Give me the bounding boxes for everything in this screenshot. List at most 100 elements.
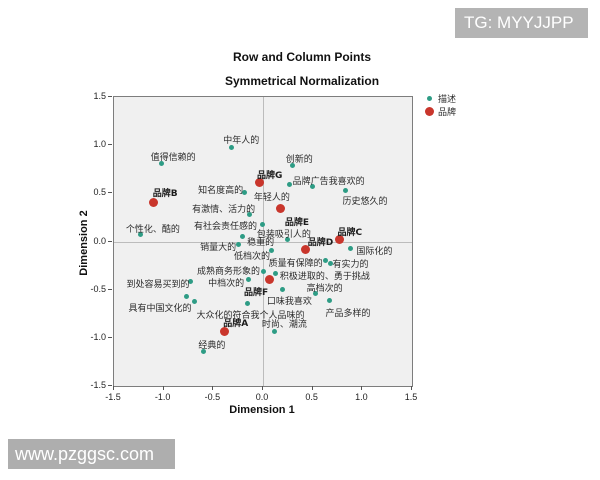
brand-data-point xyxy=(254,178,264,188)
y-tick-mark xyxy=(108,96,112,97)
description-point-label: 个性化、酷的 xyxy=(125,224,180,235)
x-tick-mark xyxy=(262,386,263,390)
y-tick-label: 0.0 xyxy=(93,235,106,246)
watermark-top: TG: MYYJJPP xyxy=(455,8,588,38)
description-point-label: 高档次的 xyxy=(306,283,343,294)
description-point-label: 具有中国文化的 xyxy=(128,304,192,315)
y-tick-label: 1.0 xyxy=(93,139,106,150)
legend: 描述 品牌 xyxy=(425,92,456,118)
brand-data-point xyxy=(149,197,159,207)
y-tick-mark xyxy=(108,192,112,194)
description-data-point xyxy=(287,182,293,188)
x-tick-mark xyxy=(311,386,313,390)
description-data-point xyxy=(327,297,333,303)
description-point-label: 品牌广告我喜欢的 xyxy=(292,176,365,187)
description-point-label: 有实力的 xyxy=(332,259,369,270)
y-tick-mark xyxy=(108,288,112,290)
description-point-label: 中档次的 xyxy=(208,279,245,290)
description-data-point xyxy=(328,261,334,267)
description-data-point xyxy=(184,293,189,299)
description-data-point xyxy=(245,276,251,282)
y-tick-label: -1.5 xyxy=(90,380,106,390)
x-tick-mark xyxy=(162,386,164,390)
description-point-label: 口味我喜欢 xyxy=(266,296,312,307)
y-tick-mark xyxy=(108,240,112,242)
description-data-point xyxy=(269,247,275,253)
x-tick-label: 1.0 xyxy=(355,392,368,402)
description-data-point xyxy=(235,241,241,247)
description-point-label: 时尚、潮流 xyxy=(261,320,307,331)
description-data-point xyxy=(323,258,329,264)
reference-line-horizontal xyxy=(114,241,412,243)
y-axis-title: Dimension 2 xyxy=(78,210,90,276)
x-tick-label: -1.5 xyxy=(105,392,121,402)
legend-label: 描述 xyxy=(438,95,457,105)
description-point-label: 低档次的 xyxy=(233,252,270,263)
description-point-label: 有激情、活力的 xyxy=(192,204,256,215)
description-point-label: 值得信赖的 xyxy=(150,153,196,164)
description-data-point xyxy=(138,232,144,238)
description-data-point xyxy=(260,268,266,274)
description-data-point xyxy=(246,212,252,218)
description-point-label: 创新的 xyxy=(285,155,313,166)
chart-title: Row and Column Points xyxy=(233,50,371,64)
y-tick-mark xyxy=(108,336,112,338)
legend-marker-dot xyxy=(425,107,434,116)
description-data-point xyxy=(244,300,250,306)
description-point-label: 知名度高的 xyxy=(198,186,244,197)
y-tick-mark xyxy=(108,144,112,146)
description-point-label: 大众化的符合我个人品味的 xyxy=(196,311,305,322)
plot-area: 中年人的 值得信赖的 创新的 品牌广告我喜欢的 年轻人的 历史悠久的 知名度高的 有激情、活力… xyxy=(113,96,413,387)
description-point-label: 积极进取的、勇于挑战 xyxy=(279,272,370,283)
description-point-label: 年轻人的 xyxy=(253,192,290,203)
description-point-label: 销量大的 xyxy=(200,243,237,254)
brand-point-label: 品牌F xyxy=(243,288,269,299)
description-point-label: 到处容易买到的 xyxy=(126,279,190,290)
x-tick-label: 1.5 xyxy=(404,392,418,402)
x-tick-mark xyxy=(113,386,114,390)
description-point-label: 产品多样的 xyxy=(325,309,371,320)
legend-label: 品牌 xyxy=(438,108,457,118)
description-data-point xyxy=(187,279,193,285)
brand-point-label: 品牌C xyxy=(337,227,363,238)
description-data-point xyxy=(259,221,265,227)
description-data-point xyxy=(347,245,353,251)
x-axis-title: Dimension 1 xyxy=(229,404,295,416)
brand-point-label: 品牌B xyxy=(152,189,178,199)
x-tick-mark xyxy=(361,386,363,390)
brand-point-label: 品牌A xyxy=(223,319,249,330)
description-data-point xyxy=(200,348,206,354)
brand-point-label: 品牌G xyxy=(257,170,283,181)
x-tick-mark xyxy=(411,386,412,390)
description-point-label: 国际化的 xyxy=(356,247,393,258)
x-tick-label: -1.0 xyxy=(154,392,171,402)
description-point-label: 包装吸引人的 xyxy=(256,229,311,240)
legend-row: 品牌 xyxy=(425,105,456,118)
description-data-point xyxy=(241,189,247,195)
legend-row: 描述 xyxy=(425,92,456,105)
description-point-label: 历史悠久的 xyxy=(342,197,388,208)
y-tick-mark xyxy=(108,385,112,386)
description-point-label: 质量有保障的 xyxy=(268,258,323,269)
brand-point-label: 品牌E xyxy=(284,217,310,228)
description-point-label: 有社会责任感的 xyxy=(194,222,258,233)
x-tick-label: 0.5 xyxy=(305,392,318,402)
y-tick-label: -1.0 xyxy=(90,331,106,342)
brand-point-label: 品牌D xyxy=(307,238,334,249)
y-tick-label: -0.5 xyxy=(90,283,106,294)
description-data-point xyxy=(280,287,286,293)
chart-subtitle: Symmetrical Normalization xyxy=(224,74,380,88)
description-data-point xyxy=(228,144,234,150)
brand-data-point xyxy=(265,274,275,284)
description-data-point xyxy=(310,184,316,190)
y-tick-label: 0.5 xyxy=(93,187,106,198)
x-tick-mark xyxy=(212,386,214,390)
brand-data-point xyxy=(334,235,344,245)
description-data-point xyxy=(159,160,165,166)
description-point-label: 稳重的 xyxy=(247,237,275,248)
brand-data-point xyxy=(301,244,311,254)
brand-data-point xyxy=(219,326,229,336)
description-data-point xyxy=(313,291,319,297)
y-tick-label: 1.5 xyxy=(93,91,106,101)
